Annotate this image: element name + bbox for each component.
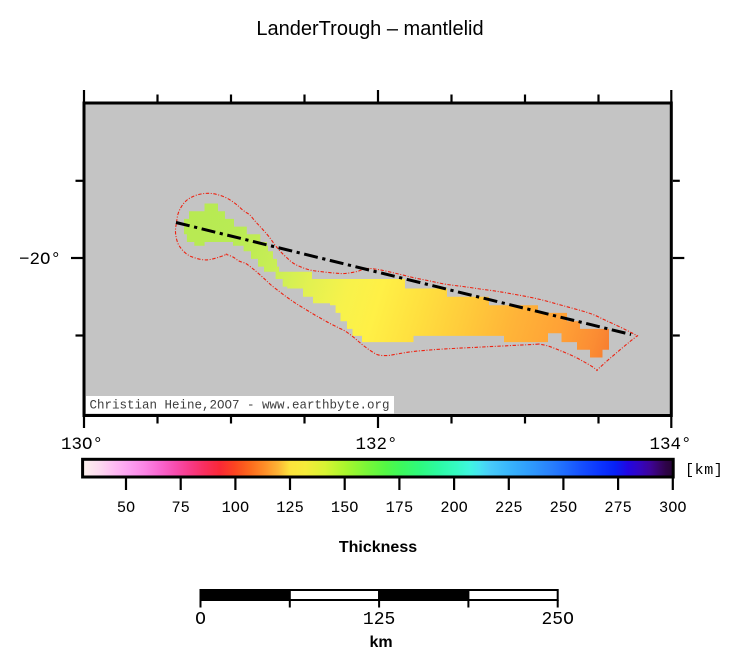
svg-text:Christian Heine,2OO7 - www.ear: Christian Heine,2OO7 - www.earthbyte.org	[90, 399, 390, 413]
